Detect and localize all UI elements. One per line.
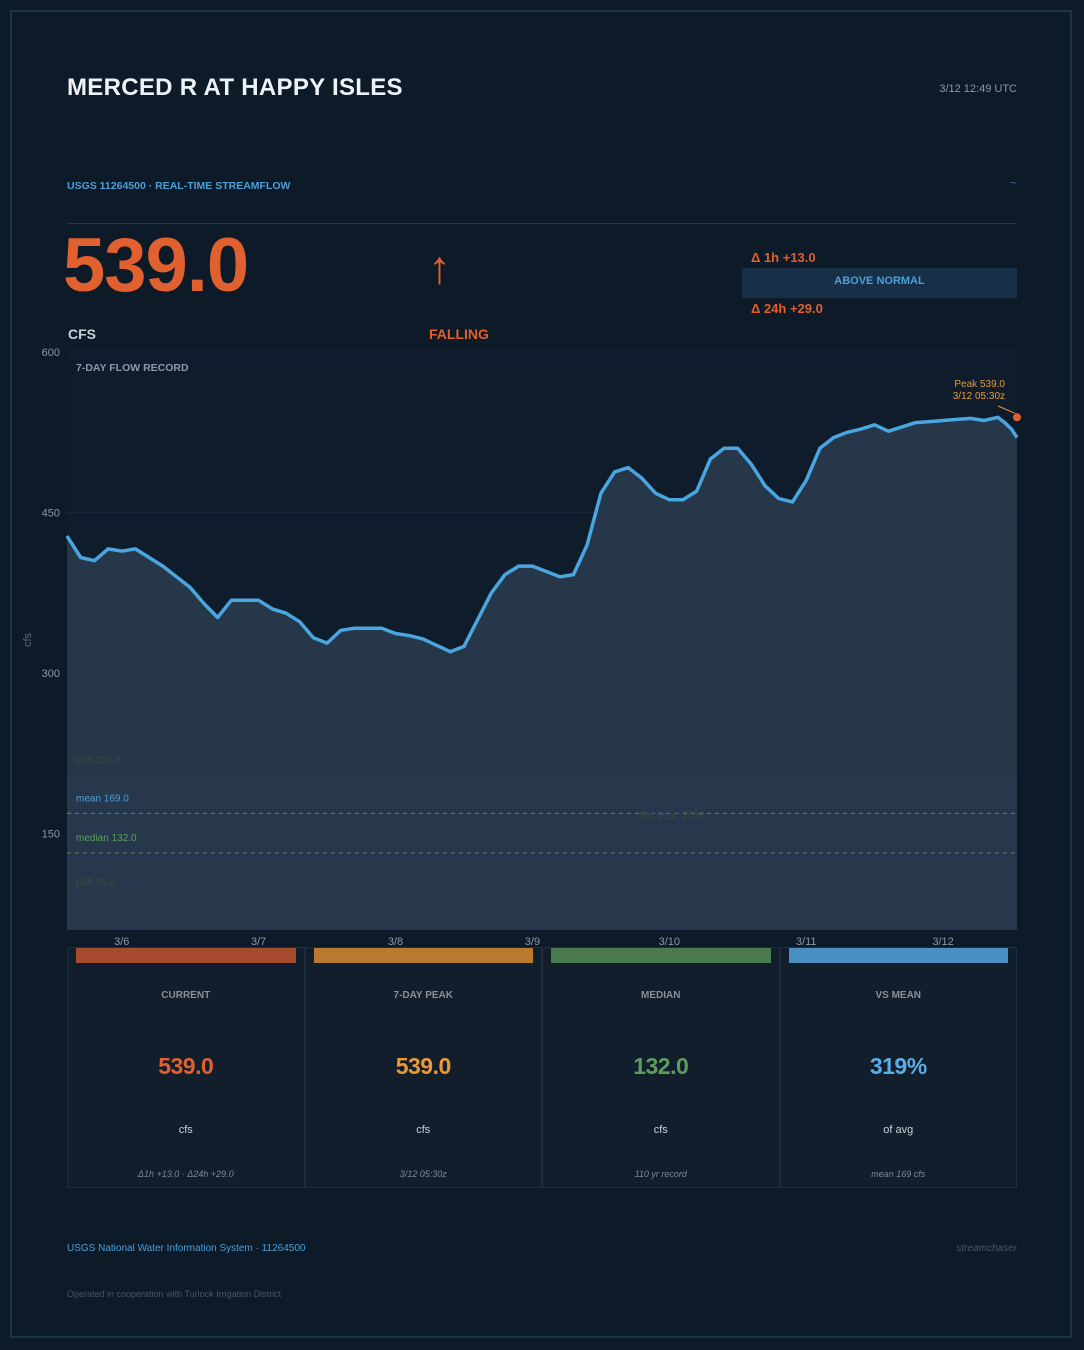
stat-value: 132.0 <box>633 1053 689 1079</box>
x-tick-label: 3/12 <box>932 936 953 948</box>
x-tick-label: 3/11 <box>796 936 817 948</box>
header-divider <box>67 223 1017 224</box>
stat-color-bar <box>788 948 1008 963</box>
stat-unit: cfs <box>178 1124 193 1136</box>
peak-marker <box>1013 413 1021 422</box>
flow-chart: 600 450 300 150 cfs 3/6 3/7 3/8 3/9 3/10 3/11 3/12 p… <box>22 347 1021 948</box>
footer-brand: streamchaser <box>956 1243 1017 1254</box>
y-tick-label: 450 <box>42 508 60 520</box>
stat-color-bar <box>76 948 296 963</box>
delta-1h: Δ 1h +13.0 <box>751 250 816 265</box>
stat-card-vs-mean: VS MEAN 319% of avg mean 169 cfs <box>779 947 1017 1188</box>
y-tick-label: 150 <box>42 829 60 841</box>
y-tick-label: 600 <box>42 347 60 359</box>
stat-label: MEDIAN <box>641 990 681 1001</box>
footer-note: Operated in cooperation with Turlock Irr… <box>67 1289 282 1299</box>
flow-line <box>65 415 1019 654</box>
stat-note: Δ1h +13.0 · Δ24h +29.0 <box>137 1169 234 1179</box>
stat-note: 3/12 05:30z <box>399 1169 447 1179</box>
y-tick-label: 300 <box>42 668 60 680</box>
y-axis-label: cfs <box>22 632 34 647</box>
stat-label: 7-DAY PEAK <box>393 990 453 1001</box>
stat-value: 539.0 <box>395 1053 452 1079</box>
status-badge: ABOVE NORMAL <box>742 268 1017 298</box>
x-tick-label: 3/6 <box>114 936 129 948</box>
stat-color-bar <box>313 948 533 963</box>
peak-label: Peak 539.0 <box>954 379 1005 390</box>
x-tick-label: 3/7 <box>251 936 266 948</box>
stat-label: CURRENT <box>161 990 211 1001</box>
trend-arrow-icon: ↑ <box>428 241 451 293</box>
peak-leader-line <box>997 405 1016 414</box>
stat-unit: cfs <box>416 1124 431 1136</box>
reference-label: median 132.0 <box>76 833 137 844</box>
wave-icon: ~ <box>1009 175 1017 190</box>
x-tick-label: 3/8 <box>388 936 403 948</box>
x-tick-label: 3/10 <box>659 936 680 948</box>
stat-unit: of avg <box>883 1124 914 1136</box>
stat-note: mean 169 cfs <box>871 1169 926 1179</box>
page-title: MERCED R AT HAPPY ISLES <box>67 74 403 101</box>
stat-card-median: MEDIAN 132.0 cfs 110 yr record <box>542 947 780 1188</box>
reference-note: this year: 2026 <box>639 810 705 821</box>
reference-label: mean 169.0 <box>76 793 129 804</box>
stat-color-bar <box>551 948 771 963</box>
chart-title: 7-DAY FLOW RECORD <box>76 362 189 374</box>
x-tick-label: 3/9 <box>525 936 540 948</box>
trend-label: FALLING <box>429 326 489 342</box>
stat-card-current: CURRENT 539.0 cfs Δ1h +13.0 · Δ24h +29.0 <box>67 947 305 1188</box>
stat-label: VS MEAN <box>875 990 922 1001</box>
flow-area <box>67 417 1017 930</box>
current-flow-value: 539.0 <box>63 223 249 308</box>
peak-time: 3/12 05:30z <box>953 391 1005 402</box>
station-subtitle: USGS 11264500 · REAL-TIME STREAMFLOW <box>67 180 291 192</box>
stats-row: CURRENT 539.0 cfs Δ1h +13.0 · Δ24h +29.0… <box>67 947 1017 1188</box>
stat-value: 319% <box>869 1053 927 1079</box>
footer-source-link[interactable]: USGS National Water Information System ·… <box>67 1243 306 1254</box>
stat-card-peak: 7-DAY PEAK 539.0 cfs 3/12 05:30z <box>304 947 542 1188</box>
current-flow-unit: CFS <box>68 326 96 342</box>
stat-unit: cfs <box>653 1124 668 1136</box>
delta-24h: Δ 24h +29.0 <box>751 301 823 316</box>
stat-value: 539.0 <box>158 1053 214 1079</box>
reference-label: p75 205.0 <box>76 755 121 766</box>
stat-note: 110 yr record <box>634 1169 687 1179</box>
timestamp: 3/12 12:49 UTC <box>939 83 1017 95</box>
reference-label: p25 91.0 <box>76 877 115 888</box>
page-frame <box>10 10 1072 1338</box>
